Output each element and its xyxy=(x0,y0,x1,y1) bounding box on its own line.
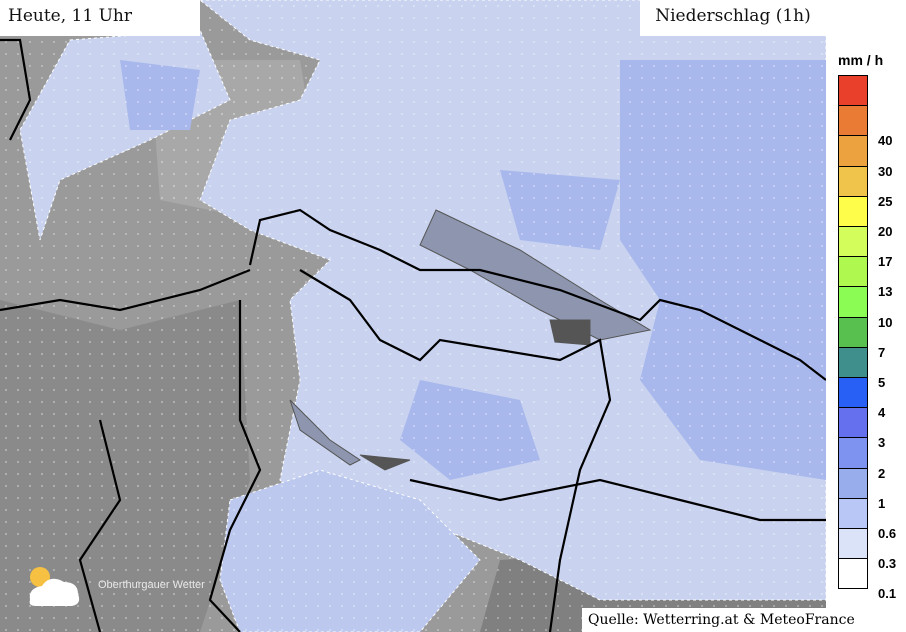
legend-swatch xyxy=(838,256,868,288)
legend-unit: mm / h xyxy=(838,52,884,68)
forecast-time-label: Heute, 11 Uhr xyxy=(0,0,200,36)
legend-swatch xyxy=(838,105,868,137)
logo-watermark: Oberthurgauer Wetter xyxy=(29,567,205,606)
precipitation-map[interactable]: Oberthurgauer Wetter xyxy=(0,0,826,632)
legend-label: 40 xyxy=(878,133,893,149)
legend-swatch xyxy=(838,286,868,318)
legend-label: 3 xyxy=(878,435,886,451)
legend-label: 13 xyxy=(878,284,893,300)
logo-text: Oberthurgauer Wetter xyxy=(98,579,205,591)
legend-swatch xyxy=(838,497,868,529)
legend-swatch xyxy=(838,377,868,409)
precip-dot-pattern xyxy=(0,0,826,632)
legend-label: 30 xyxy=(878,163,893,179)
legend-label: 5 xyxy=(878,375,886,390)
legend-swatch xyxy=(838,558,868,590)
legend-swatch xyxy=(838,165,868,197)
lakes xyxy=(289,209,652,471)
source-credit: Quelle: Wetterring.at & MeteoFrance xyxy=(582,608,855,632)
legend-label: 4 xyxy=(878,405,886,421)
legend-swatch xyxy=(838,346,868,378)
legend-swatch xyxy=(838,226,868,258)
legend-swatch xyxy=(838,135,868,167)
legend-label: 17 xyxy=(878,254,893,270)
legend-label: 10 xyxy=(878,314,893,330)
legend-label: 1 xyxy=(878,495,886,511)
legend-label: 0.1 xyxy=(878,586,897,602)
precipitation-legend: mm / h 40 30 25 20 17 13 10 7 5 4 3 2 1 0.6 0.3 0.1 xyxy=(826,36,906,632)
borders xyxy=(0,38,826,632)
legend-swatch xyxy=(838,407,868,439)
legend-label: 7 xyxy=(878,344,886,360)
legend-label: 0.3 xyxy=(878,556,897,572)
legend-swatch xyxy=(838,75,868,107)
legend-label: 0.6 xyxy=(878,526,897,541)
legend-swatch xyxy=(838,437,868,469)
layer-title: Niederschlag (1h) xyxy=(640,0,826,36)
legend-swatch xyxy=(838,195,868,227)
legend-swatch xyxy=(838,467,868,499)
legend-label: 25 xyxy=(878,193,893,209)
legend-label: 20 xyxy=(878,224,893,239)
legend-swatch xyxy=(838,316,868,348)
legend-label: 2 xyxy=(878,465,886,481)
legend-swatch xyxy=(838,528,868,560)
